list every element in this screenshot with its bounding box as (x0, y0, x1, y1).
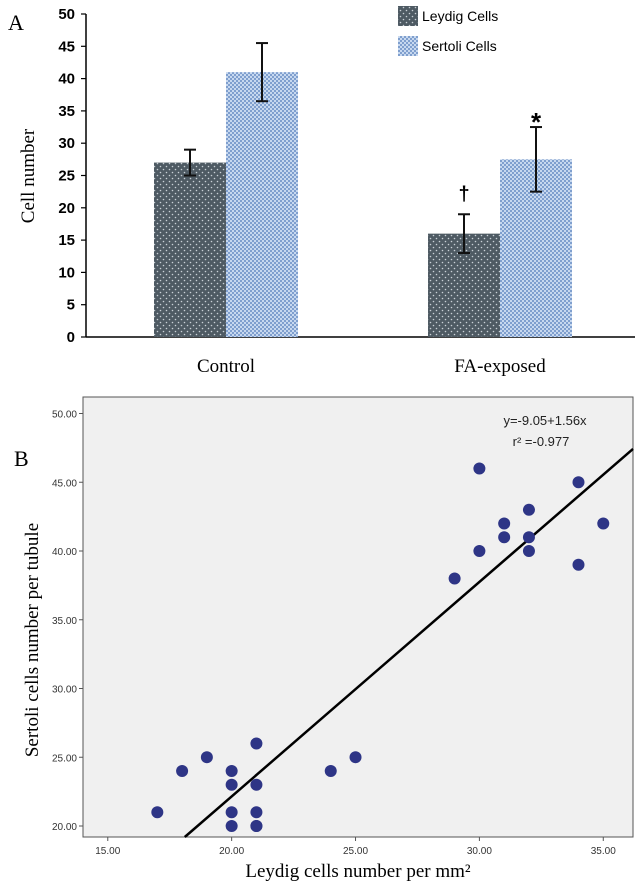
y-axis-label: Cell number (18, 128, 39, 223)
x-tick-label: 15.00 (95, 846, 120, 857)
fit-line (183, 448, 634, 838)
bar-chart-bars: †* (154, 42, 572, 337)
data-point (597, 517, 610, 530)
y-tick-label: 45.00 (52, 478, 77, 489)
x-tick-label: 35.00 (591, 846, 616, 857)
y-tick-label: 25 (58, 168, 75, 185)
data-point (473, 462, 486, 475)
x-tick-label: FA-exposed (454, 356, 546, 377)
data-point (448, 572, 461, 585)
y-tick-label: 40.00 (52, 547, 77, 558)
y-tick-label: 35.00 (52, 616, 77, 627)
scatter-axes: 15.00 20.00 25.00 30.00 35.00 20.00 25.00 30.00… (22, 410, 616, 883)
x-tick-label: Control (197, 356, 255, 377)
y-tick-label: 10 (58, 264, 75, 281)
data-point (200, 751, 213, 764)
data-point (250, 778, 263, 791)
x-tick-label: 20.00 (219, 846, 244, 857)
y-axis-label: Sertoli cells number per tubule (22, 523, 43, 757)
bar-chart-axes: 0 5 10 15 20 25 30 35 40 45 50 Cell number Control FA… (18, 6, 635, 377)
data-point (324, 765, 337, 777)
data-point (498, 531, 511, 544)
y-tick-label: 0 (67, 329, 75, 346)
data-point (225, 820, 238, 832)
data-point (176, 765, 189, 777)
x-tick-label: 25.00 (343, 846, 368, 857)
bar-chart-panel: A 0 5 10 15 20 25 30 35 40 45 50 Cell number Control… (8, 6, 635, 377)
regression-equation: y=-9.05+1.56x (503, 413, 587, 428)
r-squared-label: r² =-0.977 (513, 434, 570, 449)
x-tick-label: 30.00 (467, 846, 492, 857)
legend-swatch (398, 36, 418, 56)
y-tick-label: 45 (58, 38, 75, 55)
legend-swatch (398, 6, 418, 26)
significance-marker: † (458, 183, 469, 205)
y-tick-label: 30 (58, 135, 75, 152)
y-tick-label: 20.00 (52, 822, 77, 833)
data-point (349, 751, 362, 764)
y-tick-label: 50 (58, 6, 75, 23)
panel-b-label: B (14, 446, 29, 471)
scatter-panel: B 15.00 20.00 25.00 30.00 35.00 20.00 25.00 30.… (14, 396, 634, 883)
data-point (250, 737, 263, 750)
scatter-points (151, 448, 634, 838)
data-point (572, 476, 585, 489)
legend-label: Sertoli Cells (422, 38, 497, 54)
data-point (473, 545, 486, 557)
bar-chart-legend: Leydig Cells Sertoli Cells (398, 6, 498, 56)
y-tick-label: 35 (58, 103, 75, 120)
data-point (225, 806, 238, 819)
data-point (572, 558, 585, 571)
y-tick-label: 20 (58, 200, 75, 217)
bar (226, 72, 298, 337)
significance-marker: * (531, 107, 542, 137)
panel-a-label: A (8, 10, 24, 35)
y-tick-label: 30.00 (52, 685, 77, 696)
y-tick-label: 15 (58, 232, 75, 249)
data-point (151, 806, 164, 819)
data-point (522, 545, 535, 557)
x-axis-label: Leydig cells number per mm² (245, 861, 470, 882)
legend-label: Leydig Cells (422, 8, 498, 24)
data-point (225, 765, 238, 777)
y-tick-label: 25.00 (52, 753, 77, 764)
plot-area (82, 396, 634, 838)
y-tick-label: 50.00 (52, 410, 77, 421)
data-point (250, 806, 263, 819)
data-point (498, 517, 511, 530)
y-tick-label: 40 (58, 71, 75, 88)
bar (154, 162, 226, 337)
y-tick-label: 5 (67, 297, 75, 314)
data-point (225, 778, 238, 791)
data-point (522, 531, 535, 544)
data-point (250, 820, 263, 832)
data-point (522, 503, 535, 516)
